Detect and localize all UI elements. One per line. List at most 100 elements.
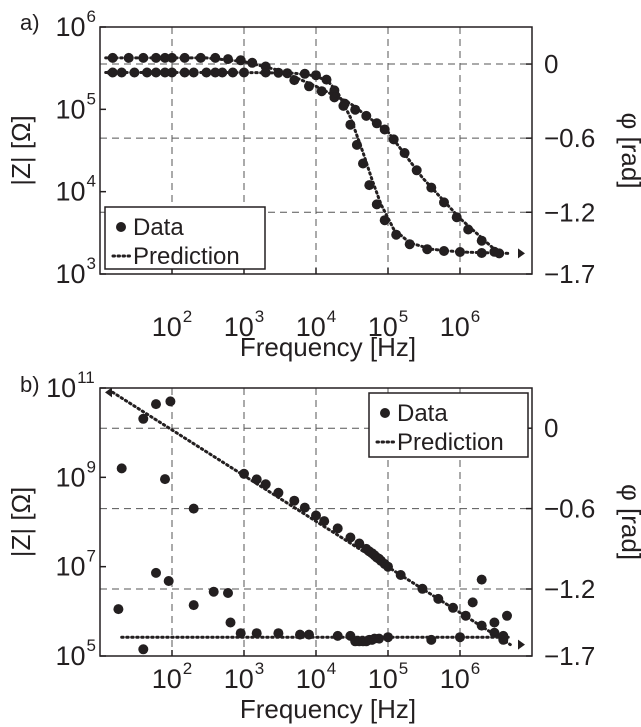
tick-exponent: 3 [255, 307, 264, 326]
tick-exponent: 9 [87, 457, 96, 476]
x-tick-label: 10 3 [224, 307, 264, 342]
x-tick-label: 10 6 [440, 307, 480, 342]
y-left-tick-label: 10 5 [56, 636, 96, 671]
panel-label: b) [20, 372, 40, 397]
y-right-tick-label: 0 [544, 413, 558, 443]
data-point [361, 110, 372, 121]
tick-exponent: 3 [87, 254, 96, 273]
data-point [188, 600, 199, 611]
tick-exponent: 7 [87, 547, 96, 566]
tick-base: 10 [56, 462, 86, 492]
legend-data-label: Data [133, 214, 184, 241]
tick-exponent: 4 [327, 659, 336, 678]
data-point [160, 474, 170, 485]
data-point [476, 574, 487, 585]
data-point [116, 463, 127, 474]
tick-exponent: 5 [399, 307, 408, 326]
tick-base: 10 [296, 664, 326, 694]
series-prediction-magnitude [104, 71, 512, 255]
data-point [502, 610, 512, 621]
tick-marks [100, 387, 532, 657]
tick-exponent: 5 [399, 659, 408, 678]
data-point [273, 628, 284, 639]
legend-data-marker [116, 222, 126, 232]
x-tick-label: 10 2 [152, 307, 192, 342]
y-right-tick-label: −1.7 [544, 259, 595, 289]
data-point [151, 399, 161, 410]
data-point [411, 165, 422, 176]
data-point [138, 413, 149, 424]
tick-base: 10 [224, 312, 254, 342]
data-point [208, 586, 219, 597]
data-point [165, 396, 176, 407]
y-right-tick-label: −1.2 [544, 197, 595, 227]
left-axis-arrow-marker [105, 67, 112, 78]
legend-prediction-label: Prediction [397, 429, 504, 456]
data-point [251, 628, 262, 639]
series-prediction-phase [104, 56, 496, 251]
left-axis-arrow-marker [105, 387, 112, 398]
y-left-tick-label: 10 3 [56, 254, 96, 289]
tick-exponent: 11 [77, 368, 95, 387]
tick-base: 10 [56, 641, 86, 671]
tick-exponent: 6 [87, 7, 96, 26]
tick-base: 10 [440, 664, 470, 694]
data-point [113, 604, 124, 615]
tick-exponent: 6 [471, 659, 480, 678]
tick-base: 10 [56, 259, 86, 289]
x-tick-label: 10 5 [368, 307, 408, 342]
y-left-tick-label: 10 6 [56, 7, 96, 42]
grid [100, 388, 532, 656]
tick-exponent: 2 [183, 659, 192, 678]
prediction-line [111, 390, 512, 647]
data-point [223, 588, 233, 598]
y-left-axis-title: |Z| [Ω] [6, 487, 36, 558]
x-axis-title: Frequency [Hz] [240, 694, 416, 724]
x-tick-label: 10 3 [224, 659, 264, 694]
y-left-axis-title: |Z| [Ω] [6, 115, 36, 186]
y-left-tick-label: 10 4 [56, 172, 96, 207]
y-right-axis-title: φ [rad] [616, 112, 641, 188]
y-left-tick-label: 10 9 [56, 457, 96, 492]
tick-exponent: 6 [471, 307, 480, 326]
series-data-phase [113, 396, 512, 655]
right-axis-arrow-marker [518, 639, 525, 650]
tick-base: 10 [296, 312, 326, 342]
data-point [225, 617, 236, 628]
data-point [489, 617, 500, 628]
chart-panel-b: b)10 2 10 3 10 4 10 5 10 610 510 710 910 110−0.6−1.2−… [6, 368, 641, 724]
x-tick-label: 10 5 [368, 659, 408, 694]
y-right-tick-label: −1.2 [544, 574, 595, 604]
tick-base: 10 [368, 312, 398, 342]
data-point [329, 92, 340, 103]
data-point [332, 523, 343, 534]
legend-box [104, 206, 266, 270]
tick-exponent: 4 [327, 307, 336, 326]
data-point [239, 468, 249, 479]
tick-exponent: 3 [255, 659, 264, 678]
tick-base: 10 [56, 12, 86, 42]
tick-base: 10 [368, 664, 398, 694]
tick-base: 10 [152, 312, 182, 342]
series-prediction-magnitude [111, 390, 512, 647]
data-point [476, 235, 487, 246]
data-point [379, 215, 390, 226]
y-right-tick-label: 0 [544, 49, 558, 79]
legend-data-marker [380, 408, 390, 418]
y-right-tick-label: −1.7 [544, 641, 595, 671]
tick-base: 10 [224, 664, 254, 694]
data-point [350, 104, 361, 115]
chart-panel-a: a)10 2 10 3 10 4 10 5 10 610 310 410 510 60−0.6−1.2−1… [6, 7, 641, 362]
data-point [289, 495, 300, 506]
y-right-tick-label: −0.6 [544, 123, 595, 153]
data-point [451, 212, 462, 223]
data-point [138, 644, 149, 655]
tick-base: 10 [56, 177, 86, 207]
data-point [273, 487, 284, 498]
tick-base: 10 [56, 94, 86, 124]
legend-box [368, 392, 529, 458]
prediction-line [104, 56, 496, 251]
